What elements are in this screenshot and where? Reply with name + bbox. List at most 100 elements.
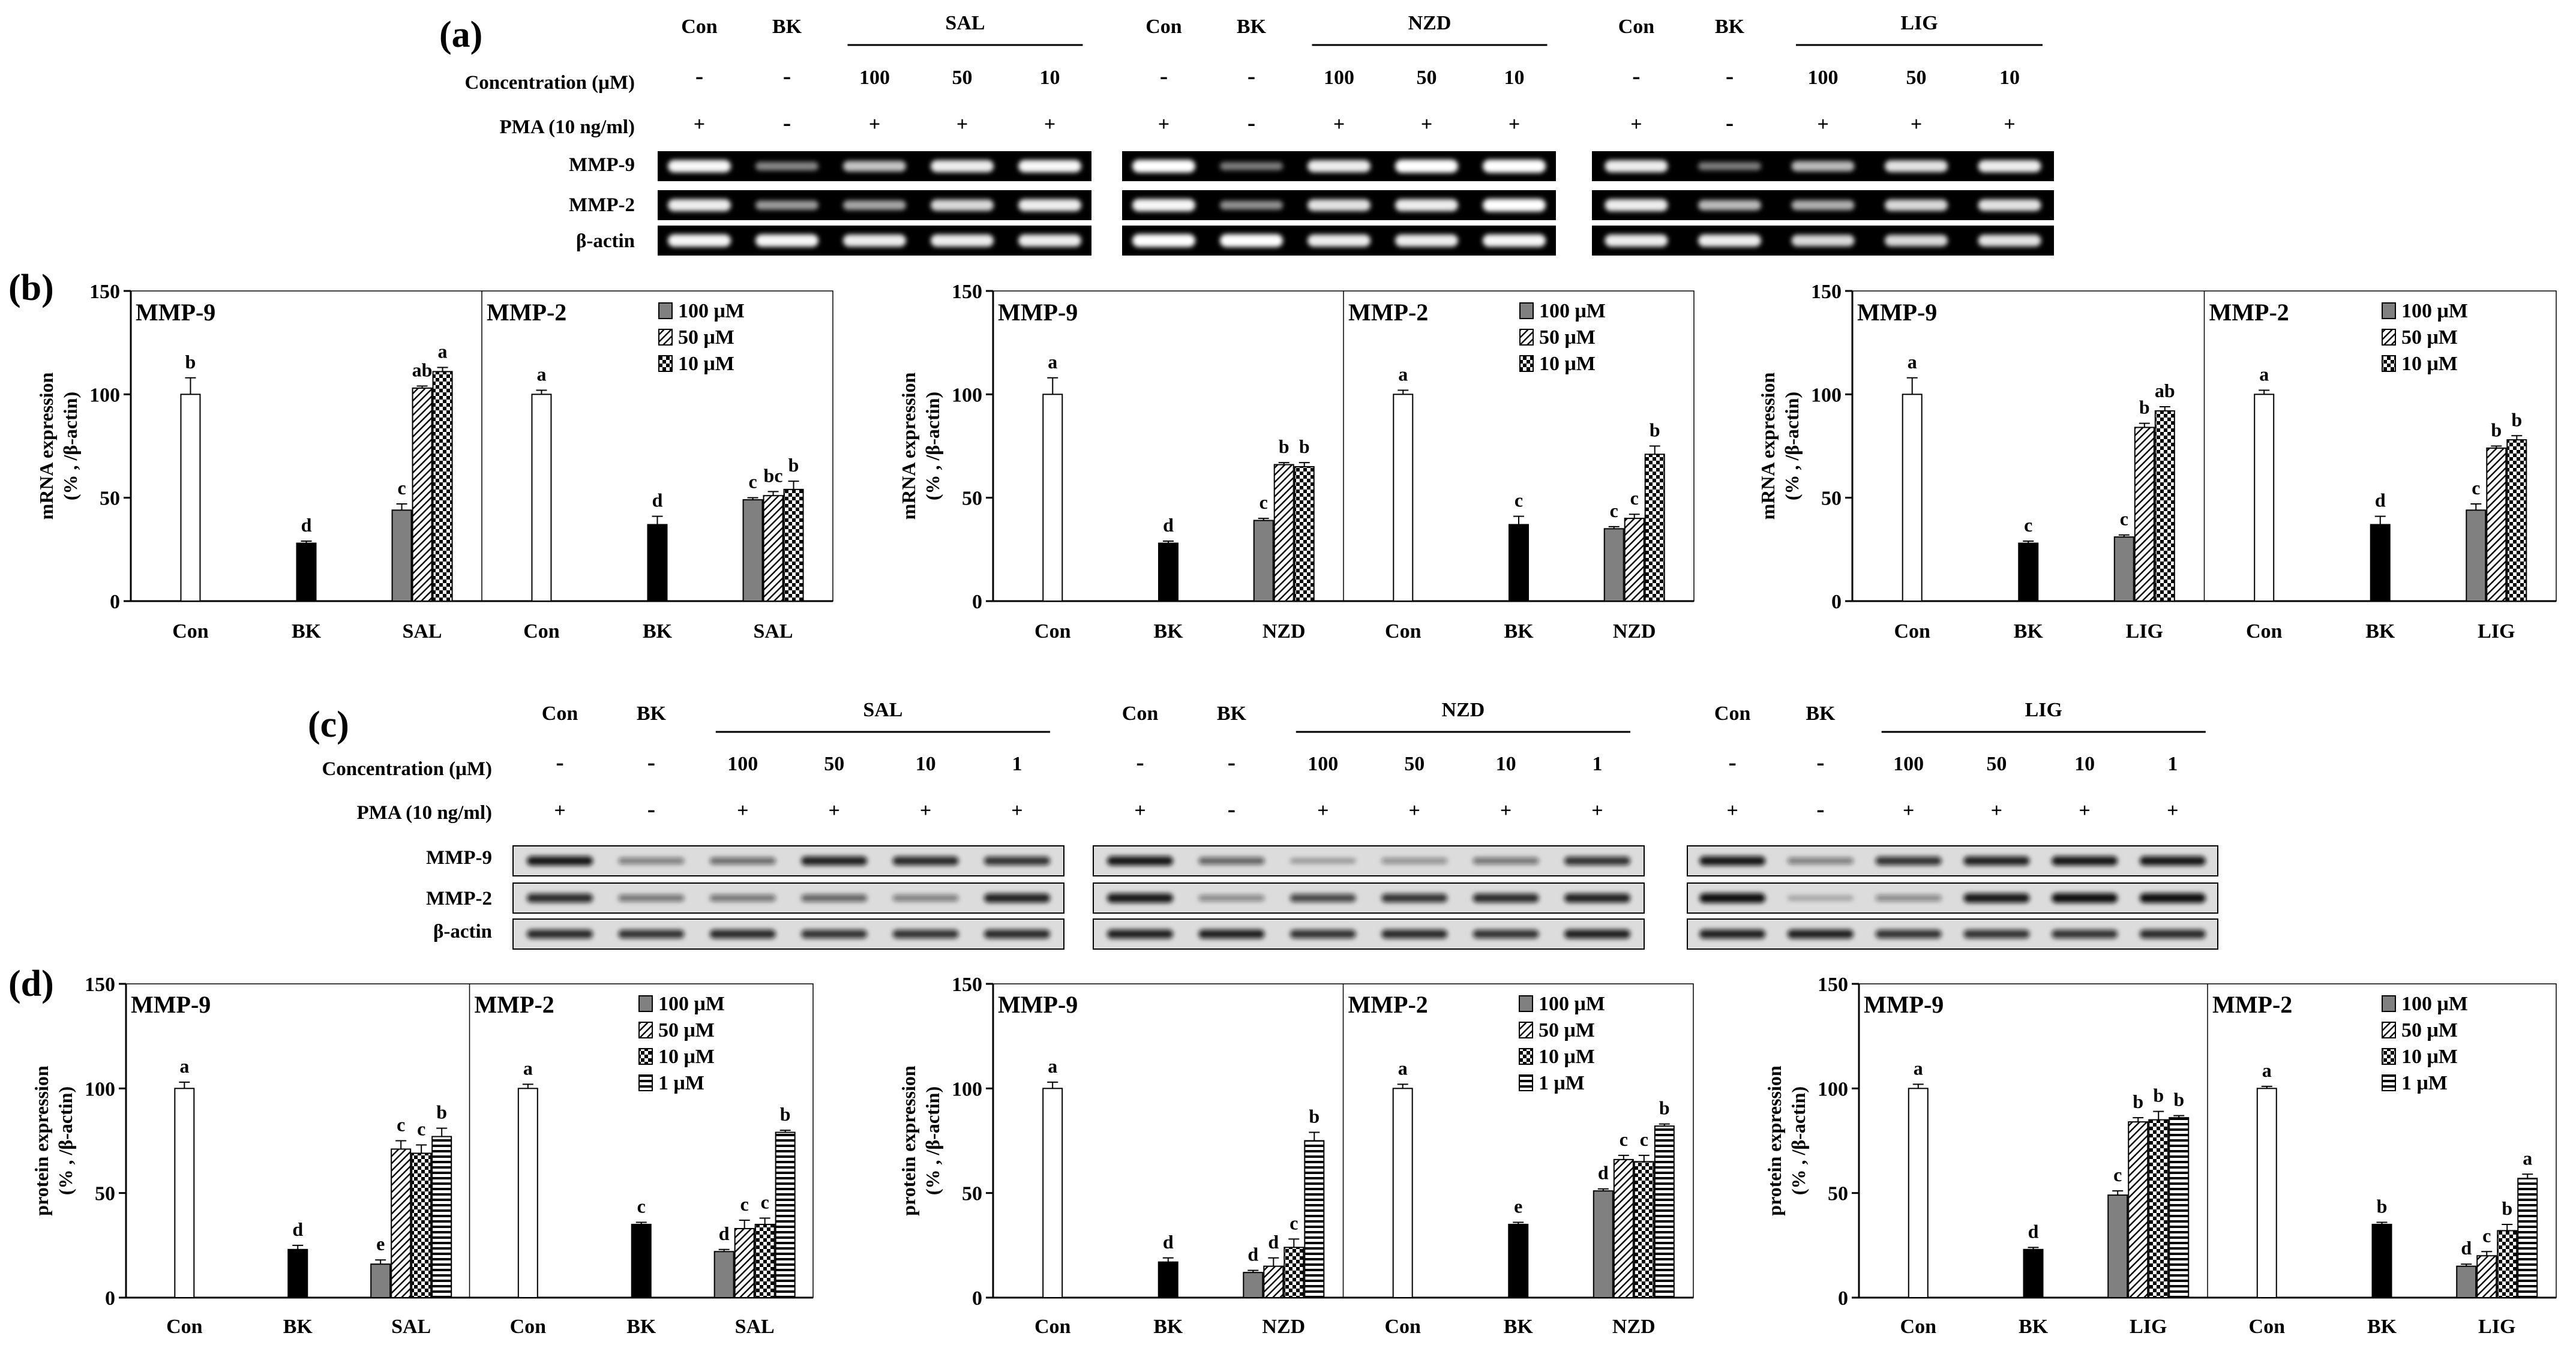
chart-d-nzd-legend-swatch-1 (1519, 1022, 1533, 1038)
chart-b-nzd-mmp-9-cat-label-1: BK (1153, 620, 1183, 643)
chart-b-nzd-mmp-9-title: MMP-9 (998, 299, 1078, 326)
chart-d-sal-mmp-9-sig-drug-0: e (376, 1233, 385, 1254)
chart-b-lig-ytick-label-3: 150 (1811, 281, 1842, 303)
c-blot-row-2-1 (1687, 882, 2218, 914)
chart-d-sal-ytick-label-0: 0 (105, 1287, 115, 1310)
chart-d-nzd-mmp-2-sig-drug-3: b (1659, 1097, 1670, 1119)
chart-b-sal-legend-swatch-0 (658, 302, 673, 319)
a-bk-header-1: BK (1237, 16, 1267, 38)
c-blot-band-0-0-2 (709, 857, 776, 864)
a-conc-bk-0: - (783, 62, 791, 89)
panel-label-b: (b) (8, 268, 54, 308)
c-blot-band-1-0-1 (1198, 857, 1265, 865)
chart-b-nzd-ytick-label-2: 100 (952, 384, 982, 406)
chart-d-sal-ylabel-line1: protein expression (31, 1065, 52, 1216)
chart-d-nzd-ylabel-line1: protein expression (898, 1065, 919, 1216)
c-blot-band-1-1-3 (1381, 893, 1448, 903)
chart-b-nzd-mmp-2-sig-bk: c (1515, 490, 1523, 511)
chart-b-nzd-mmp-2-cat-label-1: BK (1504, 620, 1534, 643)
c-con-header-2: Con (1714, 702, 1751, 725)
chart-b-nzd-mmp-9-bar-con (1042, 394, 1063, 602)
chart-d-nzd-mmp-2-cat-label-0: Con (1384, 1316, 1421, 1338)
chart-b-sal-mmp-9-sig-drug-0: c (397, 477, 406, 499)
c-blot-band-2-0-4 (2052, 856, 2118, 866)
c-blot-band-0-0-3 (801, 856, 868, 866)
chart-d-lig-legend-label-1: 50 μM (2401, 1019, 2458, 1041)
c-blot-band-0-2-1 (618, 929, 685, 939)
chart-d-lig-mmp-2-sig-con: a (2262, 1059, 2272, 1081)
chart-d-lig-mmp-9-sig-bk: d (2028, 1220, 2039, 1242)
a-pma-0-4: + (1044, 113, 1055, 136)
a-gel-band-1-0-4 (1483, 160, 1546, 173)
chart-d-nzd-mmp-9-bar-drug-2 (1283, 1247, 1305, 1299)
chart-b-sal-mmp-9-bar-drug-0 (391, 509, 412, 602)
actin-gel-label-a: β-actin (576, 230, 635, 252)
chart-d-lig-mmp-9-cat-label-2: LIG (2130, 1316, 2167, 1338)
c-blot-band-0-2-5 (983, 929, 1050, 939)
a-gel-band-0-2-2 (843, 234, 906, 247)
chart-d-nzd-legend-swatch-0 (1519, 995, 1533, 1012)
chart-d-sal-mmp-9-sig-drug-3: b (436, 1101, 447, 1123)
chart-d-lig-mmp-2-bar-drug-3 (2517, 1178, 2538, 1299)
chart-d-nzd-legend-swatch-2 (1519, 1048, 1533, 1065)
chart-d-nzd-mmp-2-bar-drug-0 (1593, 1190, 1614, 1299)
a-gel-band-1-0-2 (1308, 160, 1371, 173)
chart-b-sal-legend-label-1: 50 μM (678, 326, 734, 349)
c-pma-1-3: + (1409, 800, 1420, 822)
c-blot-band-1-2-1 (1198, 929, 1265, 939)
a-drug-header-0: SAL (945, 12, 985, 34)
chart-b-sal-mmp-9-sig-con: b (185, 351, 196, 373)
chart-d-lig-mmp-9-bar-drug-1 (2128, 1121, 2149, 1298)
a-gel-band-0-0-1 (755, 161, 818, 171)
chart-b-nzd-mmp-9-bar-drug-0 (1253, 520, 1274, 602)
a-pma-1-3: + (1421, 113, 1432, 136)
c-blot-band-0-1-5 (983, 893, 1050, 903)
c-con-header-0: Con (542, 702, 578, 725)
c-conc-0-1: 50 (824, 753, 844, 775)
chart-b-nzd-mmp-2-bar-drug-2 (1644, 454, 1665, 602)
pma-label-a: PMA (10 ng/ml) (500, 116, 635, 138)
chart-d-sal-mmp-2-cat-label-0: Con (510, 1316, 547, 1338)
chart-b-lig-mmp-2-sig-con: a (2259, 363, 2269, 385)
chart-d-nzd-mmp-2-bar-con (1392, 1088, 1413, 1299)
c-pma-0-2: + (737, 800, 748, 822)
chart-b-lig-mmp-9-bar-drug-2 (2154, 410, 2175, 602)
c-blot-band-1-0-4 (1473, 857, 1539, 864)
a-conc-2-0: 100 (1808, 67, 1839, 89)
c-blot-band-0-0-0 (527, 856, 593, 866)
concentration-label-c: Concentration (μM) (322, 758, 492, 780)
c-blot-band-0-0-1 (618, 857, 685, 864)
c-blot-band-1-1-0 (1107, 893, 1174, 903)
c-blot-band-2-2-4 (2052, 929, 2118, 939)
chart-b-nzd-mmp-2-cat-label-0: Con (1385, 620, 1422, 643)
chart-b-sal-ylabel-line1: mRNA expression (35, 372, 57, 520)
c-blot-row-2-0 (1687, 845, 2218, 876)
chart-b-nzd-ytick-label-3: 150 (952, 281, 982, 303)
c-blot-row-0-1 (512, 882, 1064, 914)
c-blot-band-0-2-2 (709, 929, 776, 939)
a-gel-band-2-0-4 (1978, 160, 2041, 173)
chart-b-sal-ytick-label-1: 50 (100, 488, 120, 510)
c-blot-band-1-1-4 (1473, 893, 1539, 903)
chart-d-lig-mmp-9-sig-drug-1: b (2133, 1091, 2143, 1112)
chart-d-lig-legend-swatch-1 (2382, 1022, 2396, 1038)
c-bk-header-2: BK (1806, 702, 1836, 725)
chart-d-nzd-mmp-2-cat-label-2: NZD (1612, 1316, 1656, 1338)
chart-b-nzd-mmp-9-sig-drug-2: b (1299, 436, 1310, 457)
chart-d-sal-mmp-2-cat-label-2: SAL (735, 1316, 775, 1338)
c-pma-0-4: + (920, 800, 931, 822)
chart-d-sal-mmp-9-bar-bk (287, 1248, 308, 1298)
chart-d-lig-mmp-9-sig-con: a (1914, 1057, 1923, 1079)
a-pma-0-1: - (783, 109, 791, 136)
a-bk-header-0: BK (772, 16, 802, 38)
chart-d-lig-mmp-9-bar-drug-3 (2169, 1117, 2190, 1298)
chart-b-nzd-legend-label-1: 50 μM (1539, 326, 1596, 349)
chart-d-sal-ytick-label-3: 150 (85, 974, 115, 996)
chart-b-nzd-ylabel-line1: mRNA expression (898, 372, 919, 520)
a-gel-band-2-0-2 (1791, 161, 1855, 172)
a-gel-band-1-1-2 (1308, 199, 1371, 211)
chart-d-nzd-legend-label-0: 100 μM (1539, 993, 1605, 1015)
chart-b-nzd-mmp-9-sig-drug-1: b (1279, 436, 1290, 457)
a-gel-band-2-0-1 (1698, 162, 1761, 170)
